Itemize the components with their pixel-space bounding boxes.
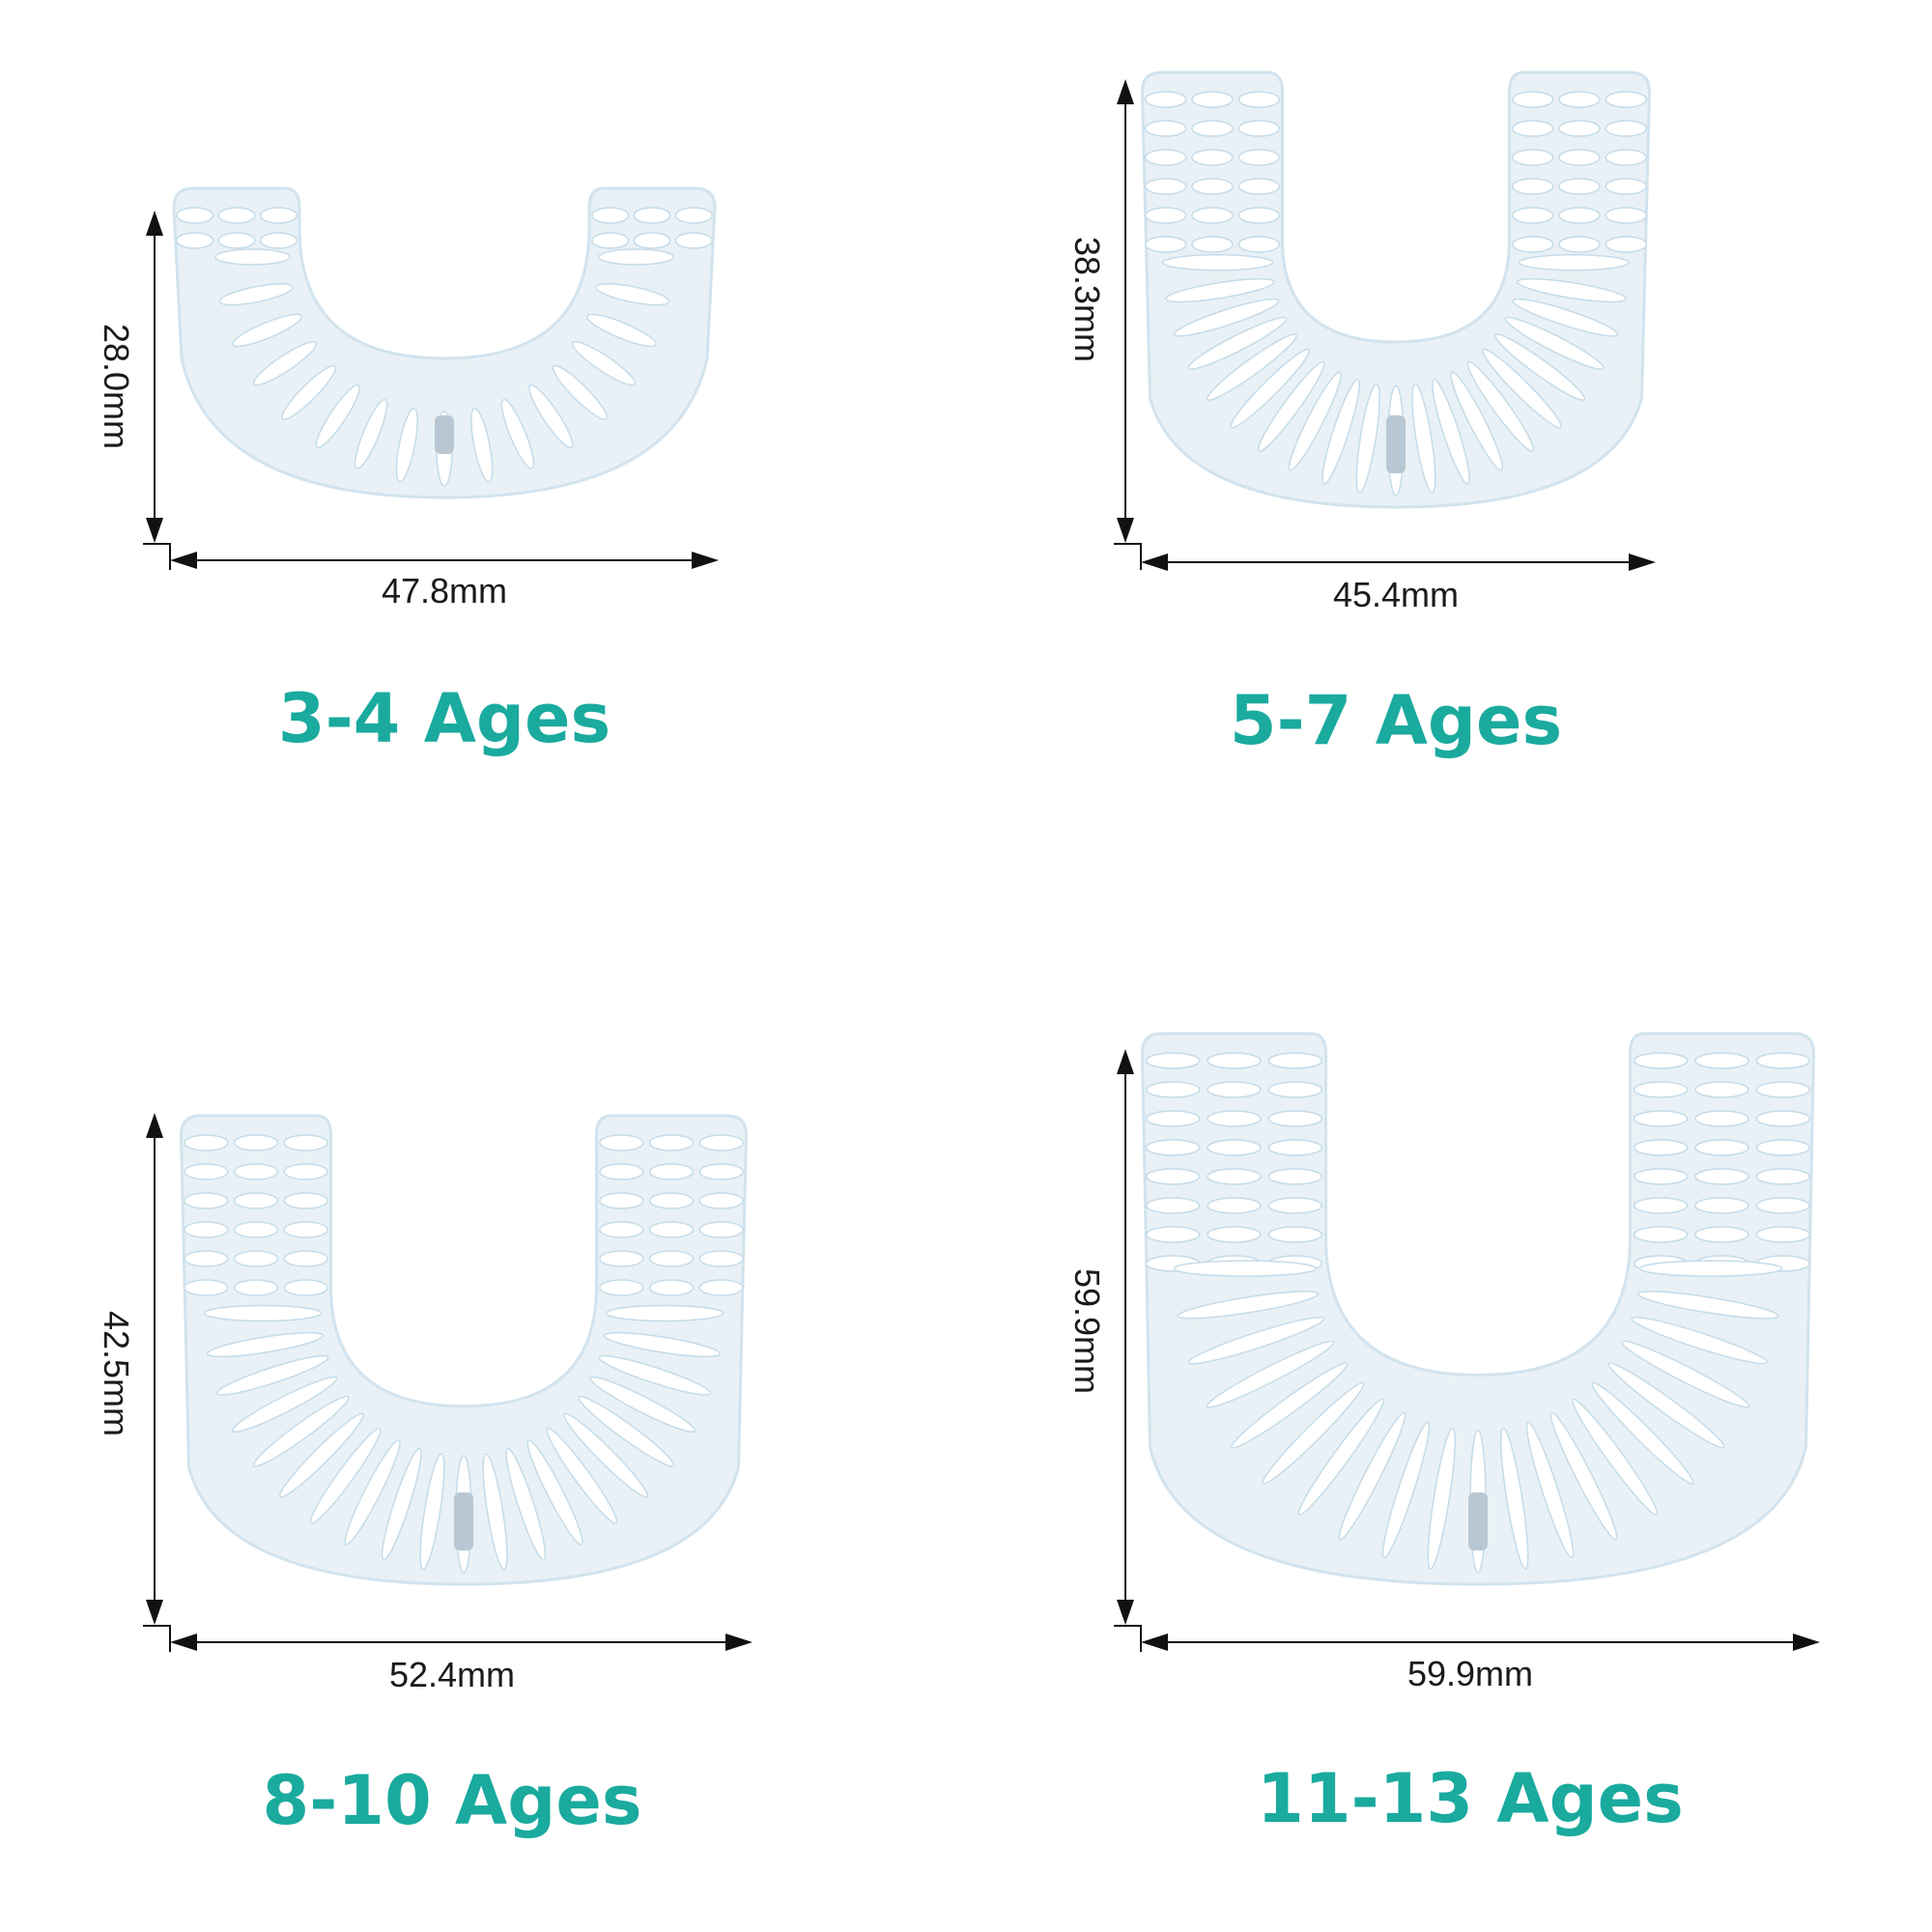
brush-head-5-7 bbox=[1140, 71, 1652, 509]
bristle-rows bbox=[1145, 1052, 1811, 1574]
connector-socket bbox=[1386, 415, 1406, 473]
width-dimension-3-4: 47.8mm bbox=[170, 552, 719, 611]
brush-head-3-4 bbox=[172, 186, 717, 499]
width-dimension-8-10: 52.4mm bbox=[170, 1634, 753, 1694]
height-dimension-3-4: 28.0mm bbox=[97, 211, 171, 570]
height-label-8-10: 42.5mm bbox=[97, 1311, 136, 1436]
width-label-11-13: 59.9mm bbox=[1407, 1654, 1533, 1693]
age-label-3-4: 3-4 Ages bbox=[278, 679, 611, 758]
height-dimension-5-7: 38.3mm bbox=[1067, 79, 1142, 570]
height-label-5-7: 38.3mm bbox=[1067, 237, 1107, 362]
connector-socket bbox=[454, 1492, 473, 1550]
width-label-3-4: 47.8mm bbox=[382, 571, 507, 611]
bristle-rows bbox=[176, 207, 713, 487]
height-label-11-13: 59.9mm bbox=[1067, 1268, 1107, 1394]
connector-socket bbox=[1468, 1492, 1488, 1550]
connector-socket bbox=[435, 415, 454, 454]
age-label-8-10: 8-10 Ages bbox=[263, 1761, 642, 1840]
age-label-11-13: 11-13 Ages bbox=[1257, 1759, 1684, 1838]
height-dimension-11-13: 59.9mm bbox=[1067, 1049, 1142, 1652]
height-dimension-8-10: 42.5mm bbox=[97, 1113, 171, 1652]
age-label-5-7: 5-7 Ages bbox=[1230, 681, 1562, 760]
width-label-8-10: 52.4mm bbox=[389, 1655, 515, 1694]
bristle-rows bbox=[1144, 91, 1648, 497]
brush-head-8-10 bbox=[179, 1114, 749, 1586]
brush-head-11-13 bbox=[1140, 1032, 1816, 1586]
height-label-3-4: 28.0mm bbox=[97, 324, 136, 449]
brush-body bbox=[172, 186, 717, 499]
width-label-5-7: 45.4mm bbox=[1333, 575, 1459, 614]
width-dimension-5-7: 45.4mm bbox=[1141, 554, 1656, 614]
width-dimension-11-13: 59.9mm bbox=[1141, 1634, 1820, 1693]
bristle-rows bbox=[184, 1134, 744, 1574]
